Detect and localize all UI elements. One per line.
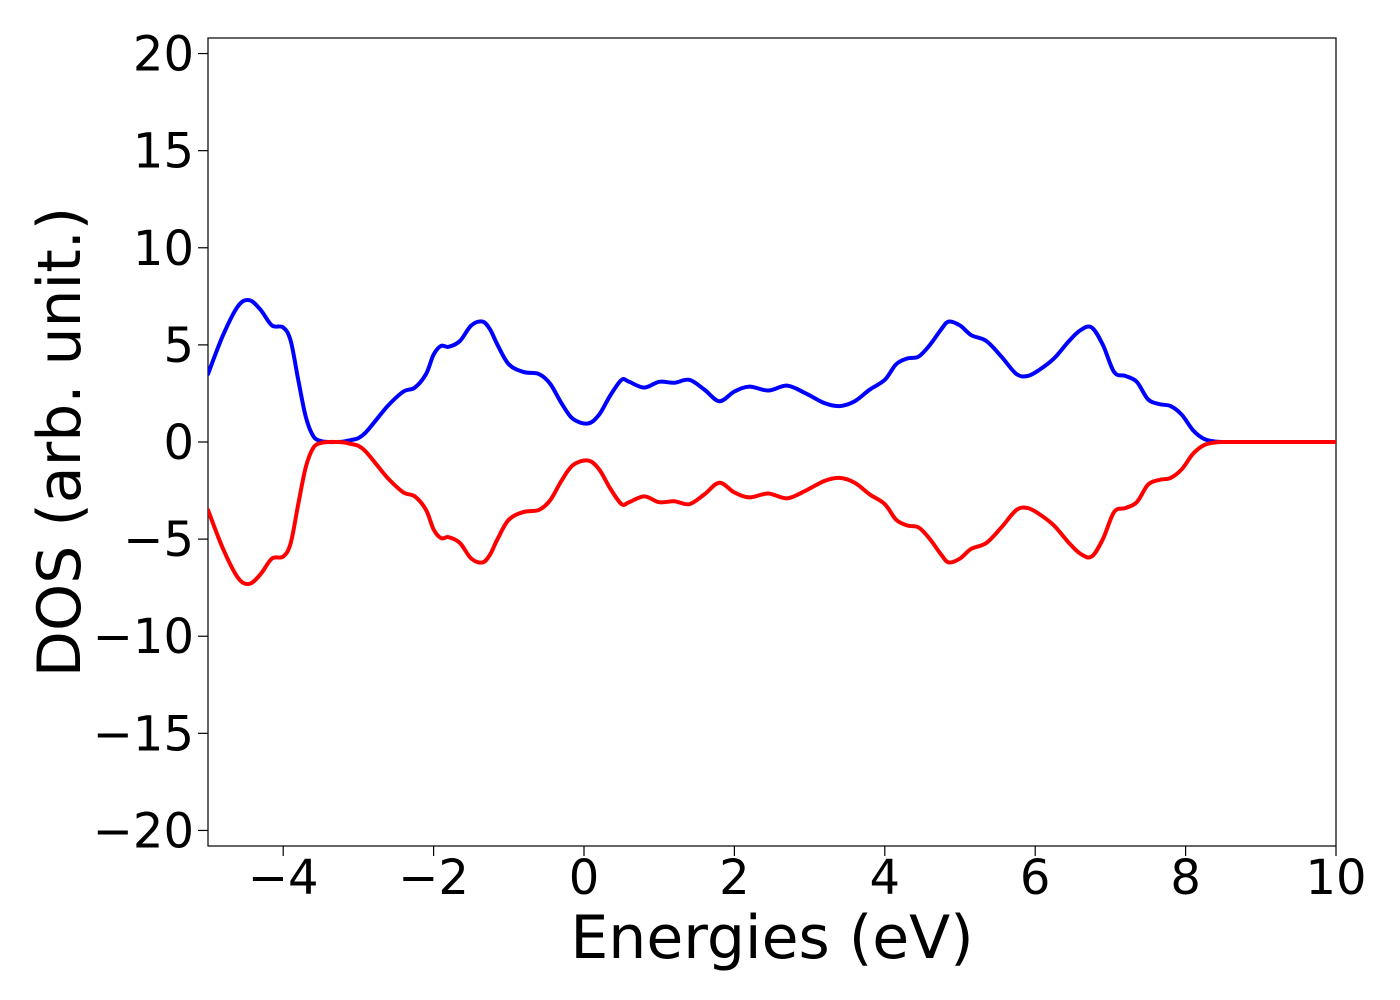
x-tick-label: 4 [870,850,901,906]
y-tick-label: 5 [163,318,194,374]
y-tick-label: 15 [133,124,194,180]
y-tick-label: 20 [133,27,194,83]
y-tick-label: −10 [93,609,194,665]
x-axis-label: Energies (eV) [570,903,973,973]
series-layer [208,298,1336,586]
series-line-spin-down [208,439,1336,586]
plot-area [207,37,1337,847]
x-tick-label: −4 [248,850,319,906]
x-tick-label: 8 [1170,850,1201,906]
y-tick-label: −15 [93,706,194,762]
x-axis: −4 −2 0 2 4 6 8 10 [248,846,1367,906]
y-tick-label: −5 [123,512,194,568]
x-tick-label: 2 [719,850,750,906]
y-tick-label: 10 [133,221,194,277]
x-tick-label: 10 [1305,850,1366,906]
series-line-spin-up [208,298,1336,445]
x-tick-label: 6 [1020,850,1051,906]
y-axis-label: DOS (arb. unit.) [25,207,95,677]
y-axis: −20 −15 −10 −5 0 5 10 15 20 [93,27,208,859]
y-tick-label: 0 [163,415,194,471]
x-tick-label: 0 [569,850,600,906]
plot-frame [207,37,1337,847]
x-tick-label: −2 [398,850,469,906]
y-tick-label: −20 [93,803,194,859]
